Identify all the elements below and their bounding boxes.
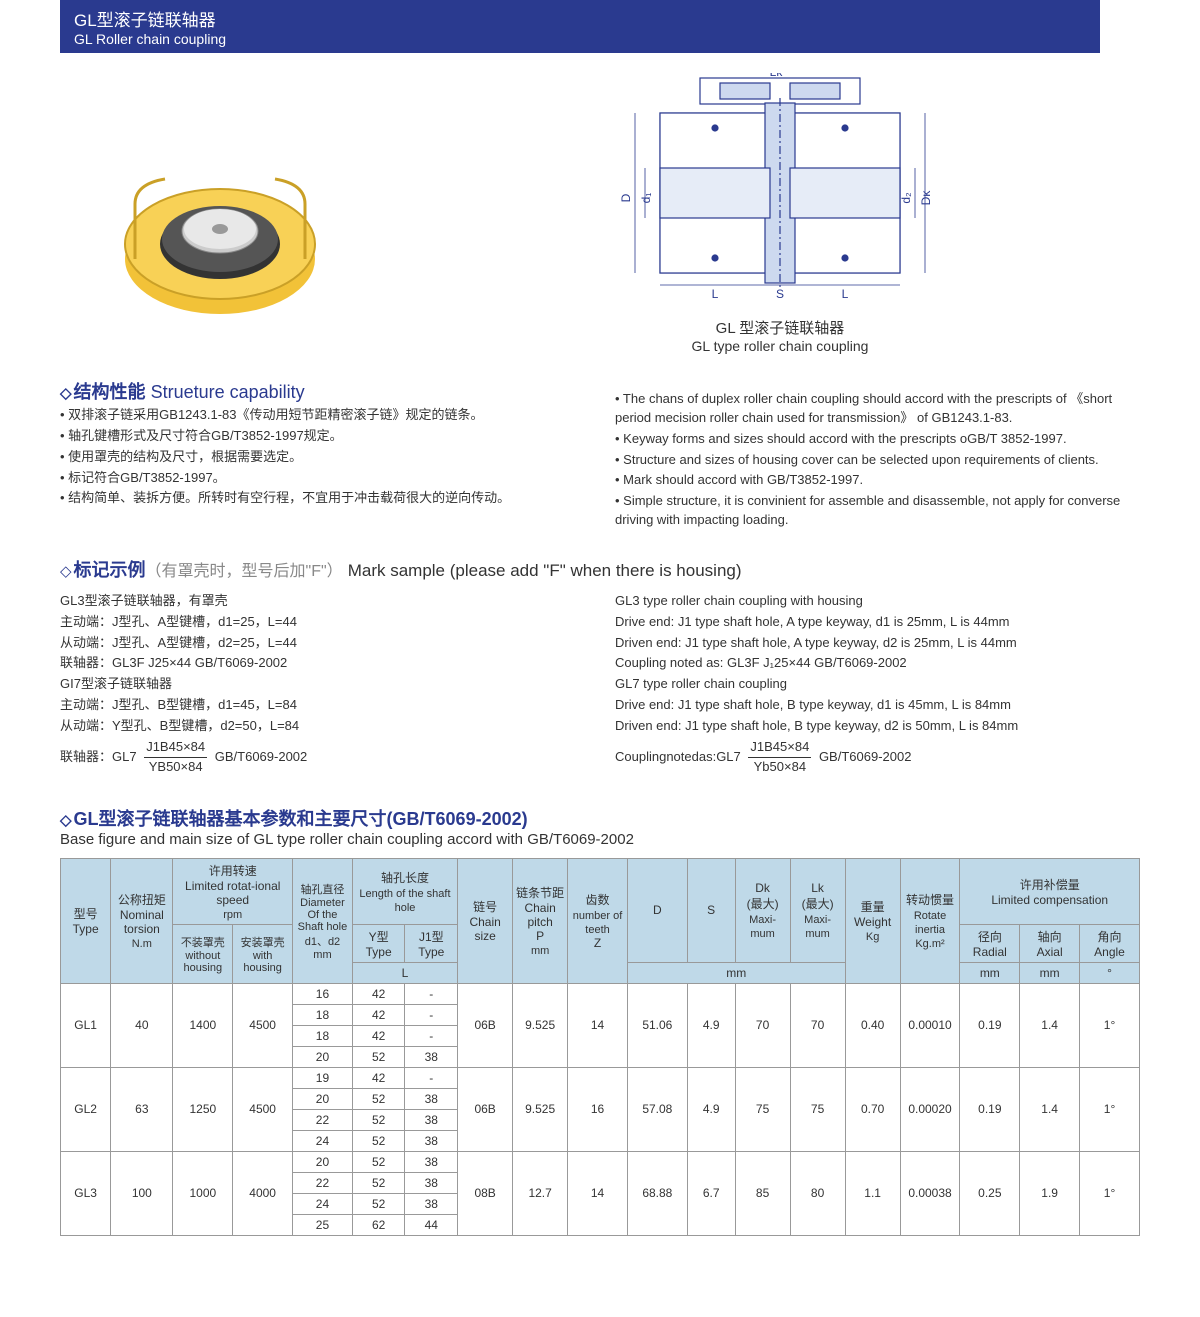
top-row: Lᴋ D d₁ d₂ Dᴋ L S L [60, 73, 1140, 354]
mark-line: Coupling noted as: GL3F J₁25×44 GB/T6069… [615, 654, 1140, 673]
mark-sample-head: ◇标记示例（有罩壳时，型号后加"F"） Mark sample (please … [60, 556, 1140, 582]
title-en: GL Roller chain coupling [74, 31, 1086, 47]
structure-item: • Keyway forms and sizes should accord w… [615, 430, 1140, 449]
table-section-head: ◇GL型滚子链联轴器基本参数和主要尺寸(GB/T6069-2002) [60, 805, 1140, 831]
mark-line: Driven end: J1 type shaft hole, A type k… [615, 634, 1140, 653]
structure-head: ◇结构性能 Strueture capability [60, 378, 585, 404]
technical-drawing: Lᴋ D d₁ d₂ Dᴋ L S L [570, 73, 990, 313]
structure-list-zh: • 双排滚子链采用GB1243.1-83《传动用短节距精密滚子链》规定的链条。 •… [60, 406, 585, 508]
product-photo [60, 124, 380, 354]
mark-line: 联轴器：GL3F J25×44 GB/T6069-2002 [60, 654, 585, 673]
mark-line: GI7型滚子链联轴器 [60, 675, 585, 694]
structure-item: • The chans of duplex roller chain coupl… [615, 390, 1140, 428]
mark-line: 从动端：J型孔、A型键槽，d2=25，L=44 [60, 634, 585, 653]
mark-line: GL7 type roller chain coupling [615, 675, 1140, 694]
table-section-sub: Base figure and main size of GL type rol… [60, 831, 1140, 848]
mark-sample-en: GL3 type roller chain coupling with hous… [615, 590, 1140, 779]
mark-line: Drive end: J1 type shaft hole, A type ke… [615, 613, 1140, 632]
structure-item: • Simple structure, it is convinient for… [615, 492, 1140, 530]
svg-text:L: L [842, 287, 849, 301]
mark-line: 主动端：J型孔、B型键槽，d1=45，L=84 [60, 696, 585, 715]
svg-text:Dᴋ: Dᴋ [919, 190, 933, 206]
mark-line: GL3 type roller chain coupling with hous… [615, 592, 1140, 611]
mark-line: GL3型滚子链联轴器，有罩壳 [60, 592, 585, 611]
svg-text:d₁: d₁ [639, 193, 653, 204]
structure-item: • 结构简单、装拆方便。所转时有空行程，不宜用于冲击载荷很大的逆向传动。 [60, 489, 585, 508]
table-row: GL31001000400020523808B12.71468.886.7858… [61, 1151, 1140, 1172]
structure-item: • Structure and sizes of housing cover c… [615, 451, 1140, 470]
structure-item: • 轴孔键槽形式及尺寸符合GB/T3852-1997规定。 [60, 427, 585, 446]
spec-table: 型号Type 公称扭矩Nominal torsionN.m 许用转速Limite… [60, 858, 1140, 1236]
product-illustration [110, 149, 330, 329]
structure-item: • Mark should accord with GB/T3852-1997. [615, 471, 1140, 490]
structure-item: • 双排滚子链采用GB1243.1-83《传动用短节距精密滚子链》规定的链条。 [60, 406, 585, 425]
svg-text:L: L [712, 287, 719, 301]
diagram-caption-zh: GL 型滚子链联轴器 [692, 317, 869, 338]
mark-line: Driven end: J1 type shaft hole, B type k… [615, 717, 1140, 736]
svg-text:S: S [776, 287, 784, 301]
title-zh: GL型滚子链联轴器 [74, 6, 1086, 31]
table-row: GL263125045001942-06B9.5251657.084.97575… [61, 1067, 1140, 1088]
diagram-caption-en: GL type roller chain coupling [692, 338, 869, 354]
structure-item: • 使用罩壳的结构及尺寸，根据需要选定。 [60, 448, 585, 467]
diagram: Lᴋ D d₁ d₂ Dᴋ L S L [420, 73, 1140, 354]
mark-line: Drive end: J1 type shaft hole, B type ke… [615, 696, 1140, 715]
structure-item: • 标记符合GB/T3852-1997。 [60, 469, 585, 488]
title-bar: GL型滚子链联轴器 GL Roller chain coupling [60, 0, 1100, 53]
mark-sample-zh: GL3型滚子链联轴器，有罩壳主动端：J型孔、A型键槽，d1=25，L=44 从动端… [60, 590, 585, 779]
structure-list-en: • The chans of duplex roller chain coupl… [615, 390, 1140, 530]
table-row: GL140140045001642-06B9.5251451.064.97070… [61, 983, 1140, 1004]
mark-line: 从动端：Y型孔、B型键槽，d2=50，L=84 [60, 717, 585, 736]
mark-line: 主动端：J型孔、A型键槽，d1=25，L=44 [60, 613, 585, 632]
svg-text:D: D [619, 193, 633, 202]
svg-text:d₂: d₂ [899, 192, 913, 204]
svg-text:Lᴋ: Lᴋ [770, 73, 784, 79]
